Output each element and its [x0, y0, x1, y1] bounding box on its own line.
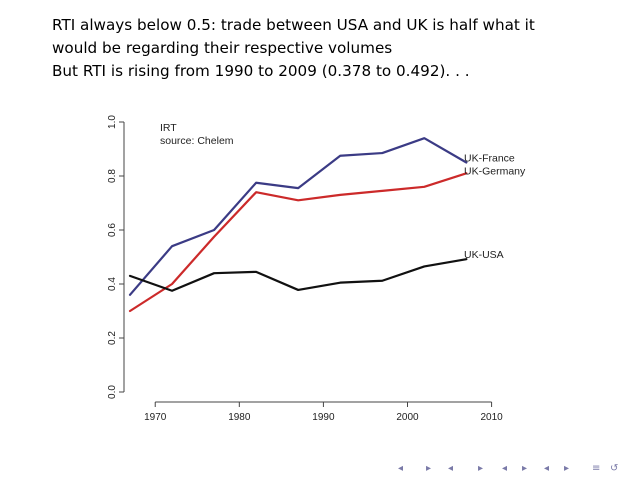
slide-line-1: RTI always below 0.5: trade between USA … — [52, 16, 535, 34]
series-label: UK-France — [464, 153, 515, 165]
x-tick-label: 2000 — [396, 412, 419, 423]
nav-next-frame-icon[interactable]: ▸ — [426, 463, 431, 474]
series-uk-france — [128, 137, 468, 296]
slide-line-2: would be regarding their respective volu… — [52, 39, 393, 57]
nav-prev-frame-icon[interactable]: ◂ — [398, 463, 403, 474]
slide-text: RTI always below 0.5: trade between USA … — [52, 14, 612, 83]
slide-line-3: But RTI is rising from 1990 to 2009 (0.3… — [52, 62, 470, 80]
nav-menu-icon[interactable]: ≡ — [592, 463, 600, 474]
nav-next-slide-icon[interactable]: ▸ — [478, 463, 483, 474]
y-tick-label: 0.8 — [107, 169, 118, 183]
y-tick-label: 0.2 — [107, 331, 118, 345]
nav-prev-subsection-icon[interactable]: ◂ — [502, 463, 507, 474]
nav-prev-section-icon[interactable]: ◂ — [544, 463, 549, 474]
series-label: UK-USA — [464, 249, 504, 261]
y-tick-label: 0.0 — [107, 385, 118, 399]
x-tick-label: 1970 — [144, 412, 167, 423]
nav-prev-slide-icon[interactable]: ◂ — [448, 463, 453, 474]
nav-search-icon[interactable]: ↺ — [610, 463, 618, 474]
y-tick-label: 0.6 — [107, 223, 118, 237]
series-uk-germany — [128, 172, 468, 313]
series-uk-usa — [128, 258, 468, 292]
y-tick-label: 1.0 — [107, 115, 118, 129]
nav-next-subsection-icon[interactable]: ▸ — [522, 463, 527, 474]
beamer-navigation-bar[interactable]: ◂ ▸ ◂ ▸ ◂ ▸ ◂ ▸ ≡ ↺ — [396, 460, 632, 474]
chart-note-title: IRT — [160, 122, 177, 134]
x-tick-label: 2010 — [480, 412, 503, 423]
y-tick-label: 0.4 — [107, 277, 118, 291]
x-tick-label: 1990 — [312, 412, 335, 423]
nav-next-section-icon[interactable]: ▸ — [564, 463, 569, 474]
chart-note-source: source: Chelem — [160, 135, 234, 147]
x-tick-label: 1980 — [228, 412, 251, 423]
series-line — [128, 137, 468, 296]
series-label: UK-Germany — [464, 165, 526, 177]
